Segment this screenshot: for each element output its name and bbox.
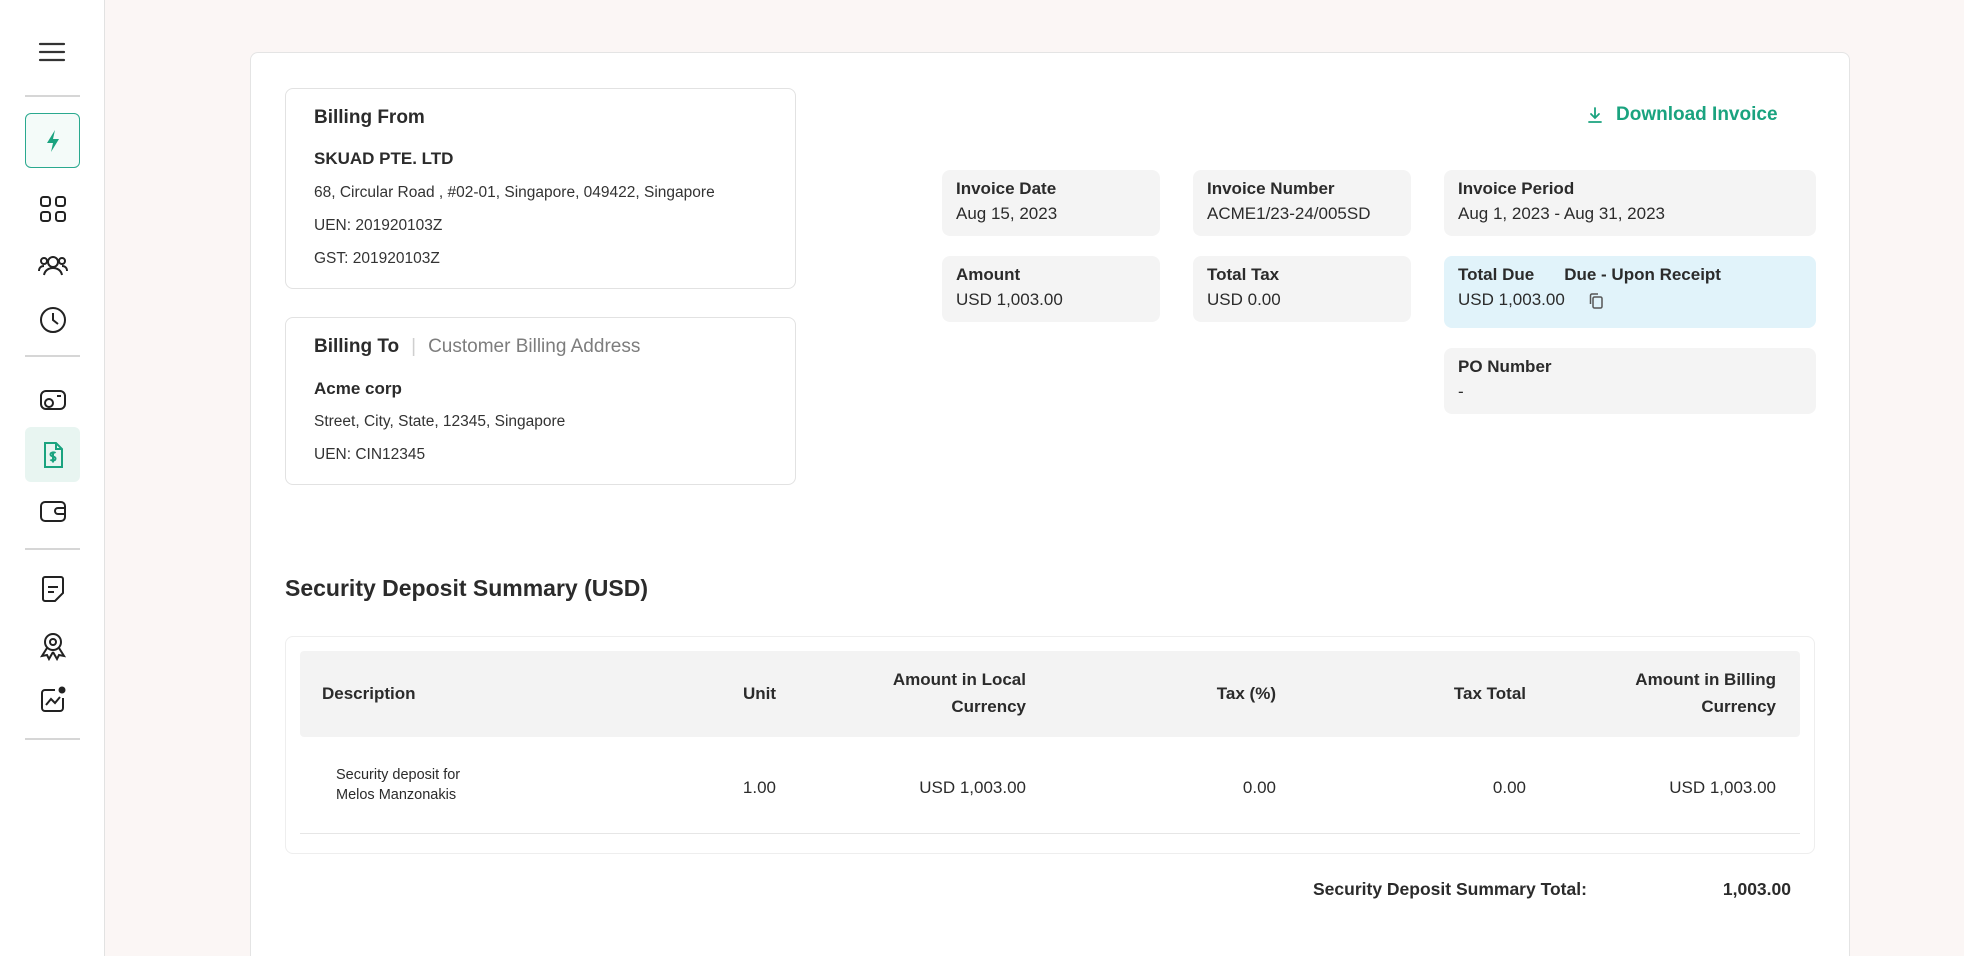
invoice-number-label: Invoice Number <box>1207 179 1335 198</box>
billing-to-subtitle: Customer Billing Address <box>428 336 641 357</box>
col-description: Description <box>322 684 416 703</box>
download-invoice-button[interactable]: Download Invoice <box>1586 104 1778 126</box>
copy-icon[interactable] <box>1587 292 1605 310</box>
sidebar-divider <box>25 548 80 550</box>
invoice-number-card: Invoice Number ACME1/23-24/005SD <box>1193 170 1411 236</box>
billing-from-title: Billing From <box>314 107 425 128</box>
section-title: Security Deposit Summary (USD) <box>285 575 648 601</box>
summary-total-label: Security Deposit Summary Total: <box>1313 879 1587 899</box>
invoice-date-value: Aug 15, 2023 <box>956 204 1058 223</box>
row-amount-local: USD 1,003.00 <box>919 778 1026 797</box>
total-due-card: Total Due Due - Upon Receipt USD 1,003.0… <box>1444 256 1816 328</box>
grid-icon[interactable] <box>25 181 80 236</box>
clock-icon[interactable] <box>25 292 80 347</box>
badge-icon[interactable] <box>25 617 80 672</box>
lightning-icon[interactable] <box>25 113 80 168</box>
row-tax-pct: 0.00 <box>1242 778 1276 797</box>
document-icon[interactable] <box>25 561 80 616</box>
table-header <box>300 651 1800 737</box>
billing-to-heading: Billing To | Customer Billing Address <box>314 336 640 358</box>
po-number-value: - <box>1458 382 1464 401</box>
invoice-card: Billing From SKUAD PTE. LTD 68, Circular… <box>250 52 1850 956</box>
wallet-icon[interactable] <box>25 483 80 538</box>
amount-card: Amount USD 1,003.00 <box>942 256 1160 322</box>
col-amount-local: Amount in Local Currency <box>892 670 1026 716</box>
menu-icon[interactable] <box>36 38 68 66</box>
download-invoice-label: Download Invoice <box>1616 104 1778 125</box>
amount-label: Amount <box>956 265 1021 284</box>
sidebar <box>0 0 105 956</box>
billing-from-box: Billing From SKUAD PTE. LTD 68, Circular… <box>285 88 796 289</box>
invoice-period-value: Aug 1, 2023 - Aug 31, 2023 <box>1458 204 1666 223</box>
total-due-value: USD 1,003.00 <box>1458 290 1565 309</box>
invoice-period-label: Invoice Period <box>1458 179 1575 198</box>
row-divider <box>300 833 1800 834</box>
billing-to-uen: UEN: CIN12345 <box>314 446 426 463</box>
sidebar-divider <box>25 95 80 97</box>
due-terms-label: Due - Upon Receipt <box>1564 265 1721 284</box>
heading-separator: | <box>411 336 417 357</box>
col-tax-pct: Tax (%) <box>1216 684 1276 703</box>
po-number-card: PO Number - <box>1444 348 1816 414</box>
amount-value: USD 1,003.00 <box>956 290 1063 309</box>
row-amount-billing: USD 1,003.00 <box>1669 778 1776 797</box>
total-due-label: Total Due <box>1458 265 1535 284</box>
sidebar-divider <box>25 738 80 740</box>
po-number-label: PO Number <box>1458 357 1552 376</box>
billing-from-company: SKUAD PTE. LTD <box>314 149 454 168</box>
billing-from-uen: UEN: 201920103Z <box>314 217 443 234</box>
invoice-date-card: Invoice Date Aug 15, 2023 <box>942 170 1160 236</box>
billing-to-address: Street, City, State, 12345, Singapore <box>314 413 566 430</box>
total-tax-label: Total Tax <box>1207 265 1280 284</box>
col-tax-total: Tax Total <box>1453 684 1526 703</box>
invoice-icon[interactable] <box>25 427 80 482</box>
invoice-date-label: Invoice Date <box>956 179 1057 198</box>
analytics-icon[interactable] <box>25 672 80 727</box>
invoice-number-value: ACME1/23-24/005SD <box>1207 204 1371 223</box>
download-icon <box>1588 107 1602 123</box>
summary-total-value: 1,003.00 <box>1722 879 1791 899</box>
summary-table: Description Unit Amount in Local Currenc… <box>285 636 1815 854</box>
invoice-period-card: Invoice Period Aug 1, 2023 - Aug 31, 202… <box>1444 170 1816 236</box>
billing-to-company: Acme corp <box>314 379 402 398</box>
sidebar-divider <box>25 355 80 357</box>
col-unit: Unit <box>742 684 776 703</box>
billing-to-title: Billing To <box>314 336 400 357</box>
billing-from-gst: GST: 201920103Z <box>314 250 440 267</box>
row-description: Security deposit for Melos Manzonakis <box>336 767 461 803</box>
total-tax-card: Total Tax USD 0.00 <box>1193 256 1411 322</box>
total-tax-value: USD 0.00 <box>1207 290 1281 309</box>
row-unit: 1.00 <box>742 778 776 797</box>
billing-to-box: Billing To | Customer Billing Address Acme… <box>285 317 796 485</box>
coins-icon[interactable] <box>25 372 80 427</box>
col-amount-billing: Amount in Billing Currency <box>1635 670 1776 716</box>
billing-from-address: 68, Circular Road , #02-01, Singapore, 0… <box>314 184 715 201</box>
team-icon[interactable] <box>25 237 80 292</box>
row-tax-total: 0.00 <box>1492 778 1526 797</box>
